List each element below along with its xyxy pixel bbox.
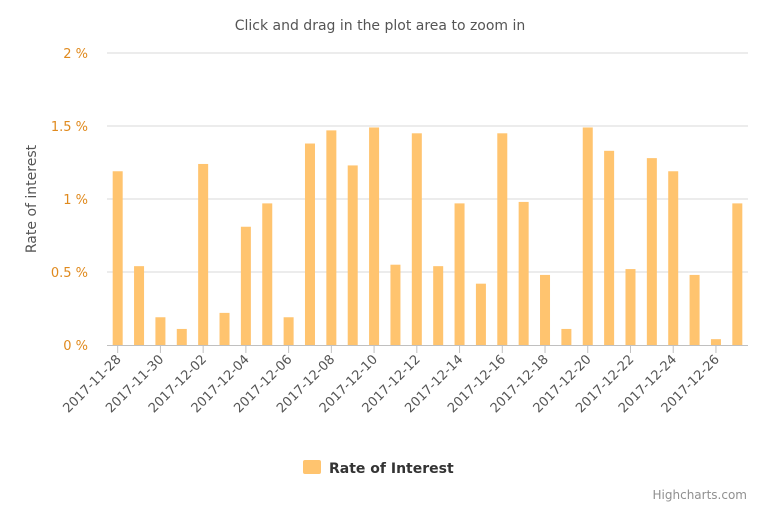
bar-2017-12-24[interactable] <box>668 171 679 345</box>
y-tick-label: 0.5 % <box>51 266 88 281</box>
bar-2017-12-18[interactable] <box>540 274 551 345</box>
bar-2017-12-12[interactable] <box>411 133 422 345</box>
bar-2017-12-15[interactable] <box>475 283 486 345</box>
bar-2017-12-02[interactable] <box>198 163 209 345</box>
bar-2017-12-20[interactable] <box>582 127 593 346</box>
y-tick-label: 1 % <box>63 193 88 208</box>
y-tick-label: 2 % <box>63 47 88 62</box>
legend-item[interactable]: Rate of Interest <box>303 460 454 477</box>
grid-lines <box>107 52 748 273</box>
bar-2017-11-28[interactable] <box>112 171 123 345</box>
bar-2017-12-26[interactable] <box>710 339 721 345</box>
legend-label: Rate of Interest <box>329 461 454 477</box>
bar-2017-12-14[interactable] <box>454 203 465 345</box>
bar-2017-12-23[interactable] <box>646 158 657 345</box>
bar-2017-12-07[interactable] <box>304 143 315 345</box>
bar-2017-12-16[interactable] <box>497 133 508 345</box>
bar-series[interactable] <box>112 127 743 346</box>
y-axis-title: Rate of interest <box>24 144 40 253</box>
y-tick-label: 0 % <box>63 339 88 354</box>
bar-2017-11-30[interactable] <box>155 317 166 345</box>
bar-2017-12-13[interactable] <box>433 266 444 345</box>
bar-2017-12-08[interactable] <box>326 130 337 345</box>
bar-2017-12-17[interactable] <box>518 201 529 345</box>
x-axis-tick-labels: 2017-11-282017-11-302017-12-022017-12-04… <box>60 345 723 416</box>
y-axis-tick-labels: 0 % 0.5 % 1 % 1.5 % 2 % <box>51 47 88 354</box>
bar-2017-12-27[interactable] <box>732 203 743 345</box>
y-tick-label: 1.5 % <box>51 120 88 135</box>
bar-2017-12-21[interactable] <box>604 150 615 345</box>
bar-2017-12-09[interactable] <box>347 165 358 345</box>
bar-2017-11-29[interactable] <box>134 266 145 345</box>
bar-2017-12-01[interactable] <box>176 328 187 345</box>
bar-2017-12-25[interactable] <box>689 274 700 345</box>
bar-2017-12-03[interactable] <box>219 312 230 345</box>
bar-2017-12-04[interactable] <box>240 226 251 345</box>
bar-2017-12-22[interactable] <box>625 269 636 345</box>
legend-swatch <box>303 460 321 474</box>
bar-2017-12-06[interactable] <box>283 317 294 345</box>
bar-2017-12-05[interactable] <box>262 203 273 345</box>
bar-2017-12-10[interactable] <box>369 127 380 346</box>
credits-link[interactable]: Highcharts.com <box>653 488 747 502</box>
bar-2017-12-19[interactable] <box>561 328 572 345</box>
bar-2017-12-11[interactable] <box>390 264 401 345</box>
chart-subtitle: Click and drag in the plot area to zoom … <box>235 18 526 34</box>
